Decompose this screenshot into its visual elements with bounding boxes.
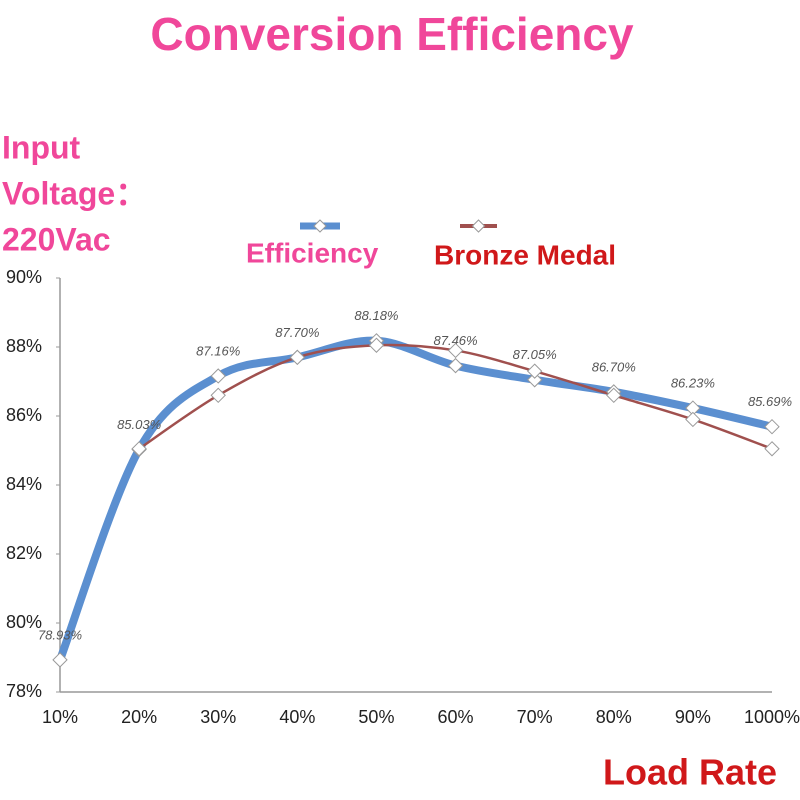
data-point	[52, 652, 68, 668]
data-point	[447, 357, 464, 374]
data-point	[289, 349, 306, 366]
data-label: 85.69%	[748, 394, 792, 409]
data-label: 88.18%	[354, 308, 398, 323]
y-tick-label: 86%	[6, 405, 42, 425]
legend-marker	[471, 219, 486, 233]
x-tick-label: 60%	[438, 707, 474, 727]
data-point	[368, 337, 385, 353]
data-point	[131, 441, 147, 457]
data-point	[764, 418, 780, 435]
data-point	[526, 363, 543, 379]
x-tick-label: 30%	[200, 707, 236, 727]
data-label: 85.03%	[117, 417, 161, 432]
chart-title: Conversion Efficiency	[150, 8, 634, 60]
data-point	[447, 342, 464, 359]
legend-marker	[313, 219, 327, 233]
x-tick-label: 50%	[358, 707, 394, 727]
x-axis-label: Load Rate	[603, 752, 777, 793]
data-label: 86.70%	[592, 359, 636, 374]
x-tick-label: 80%	[596, 707, 632, 727]
annotation: Input	[2, 129, 81, 165]
y-tick-label: 84%	[6, 474, 42, 494]
y-tick-label: 82%	[6, 543, 42, 563]
y-tick-label: 88%	[6, 336, 42, 356]
data-label: 86.23%	[671, 376, 715, 391]
legend-label: Efficiency	[246, 237, 379, 268]
data-point	[210, 387, 226, 404]
annotation: Voltage：	[2, 175, 147, 211]
x-tick-label: 90%	[675, 707, 711, 727]
data-label: 87.05%	[513, 347, 557, 362]
data-point	[685, 411, 701, 428]
data-point	[606, 387, 622, 404]
data-point	[764, 441, 780, 457]
data-label: 87.46%	[434, 333, 478, 348]
data-label: 78.93%	[38, 627, 82, 642]
x-tick-label: 10%	[42, 707, 78, 727]
x-tick-label: 20%	[121, 707, 157, 727]
y-tick-label: 80%	[6, 612, 42, 632]
x-tick-label: 1000%	[744, 707, 800, 727]
data-point	[210, 368, 226, 384]
x-tick-label: 70%	[517, 707, 553, 727]
series-line	[56, 336, 776, 664]
data-point	[526, 372, 543, 388]
annotation: 220Vac	[2, 221, 111, 257]
data-label: 87.16%	[196, 343, 240, 358]
x-tick-label: 40%	[279, 707, 315, 727]
y-tick-label: 90%	[6, 267, 42, 287]
y-tick-label: 78%	[6, 681, 42, 701]
data-label: 87.70%	[275, 325, 319, 340]
legend-label: Bronze Medal	[434, 239, 616, 270]
